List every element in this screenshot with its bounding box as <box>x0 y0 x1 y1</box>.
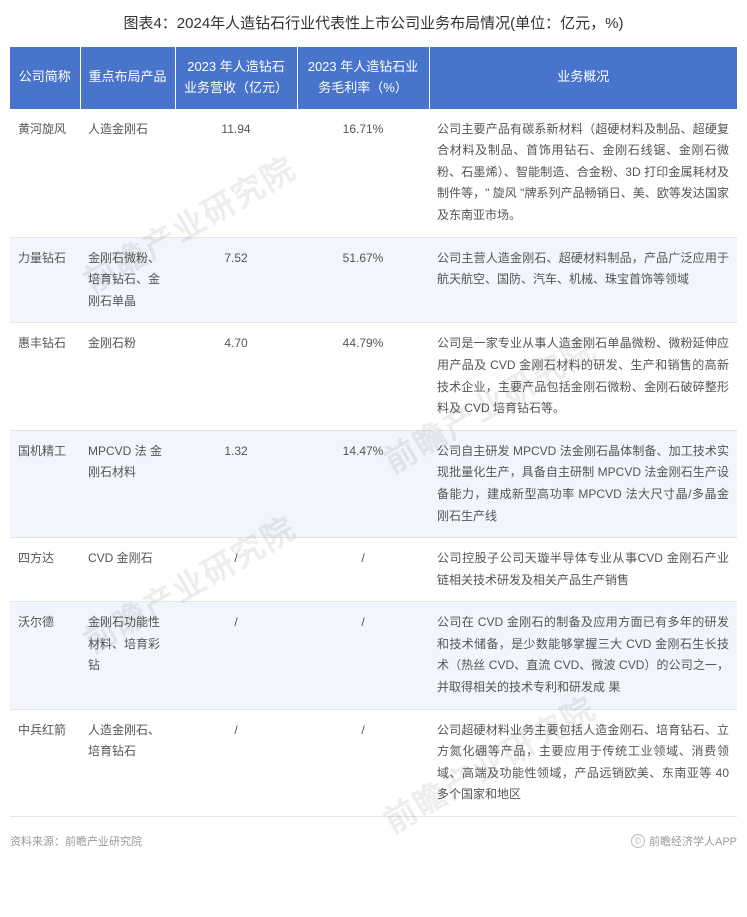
cell-revenue: / <box>175 709 297 816</box>
cell-product: 金刚石功能性材料、培育彩钻 <box>80 602 175 709</box>
col-header-revenue: 2023 年人造钻石业务营收（亿元） <box>175 47 297 109</box>
cell-company: 沃尔德 <box>10 602 80 709</box>
cell-product: 金刚石微粉、培育钻石、金刚石单晶 <box>80 237 175 323</box>
cell-margin: 14.47% <box>297 430 429 537</box>
table-row: 沃尔德金刚石功能性材料、培育彩钻//公司在 CVD 金刚石的制备及应用方面已有多… <box>10 602 737 709</box>
footer: 资料来源：前瞻产业研究院 © 前瞻经济学人APP <box>0 825 747 855</box>
copyright-text: 前瞻经济学人APP <box>649 833 737 849</box>
cell-product: 人造金刚石 <box>80 109 175 237</box>
cell-product: CVD 金刚石 <box>80 538 175 602</box>
cell-company: 力量钻石 <box>10 237 80 323</box>
table-row: 中兵红箭人造金刚石、培育钻石//公司超硬材料业务主要包括人造金刚石、培育钻石、立… <box>10 709 737 816</box>
cell-company: 四方达 <box>10 538 80 602</box>
cell-company: 惠丰钻石 <box>10 323 80 430</box>
cell-overview: 公司主营人造金刚石、超硬材料制品，产品广泛应用于航天航空、国防、汽车、机械、珠宝… <box>429 237 737 323</box>
cell-revenue: / <box>175 602 297 709</box>
table-row: 力量钻石金刚石微粉、培育钻石、金刚石单晶7.5251.67%公司主营人造金刚石、… <box>10 237 737 323</box>
cell-overview: 公司控股子公司天璇半导体专业从事CVD 金刚石产业链相关技术研发及相关产品生产销… <box>429 538 737 602</box>
cell-revenue: / <box>175 538 297 602</box>
table-header-row: 公司简称 重点布局产品 2023 年人造钻石业务营收（亿元） 2023 年人造钻… <box>10 47 737 109</box>
table-row: 惠丰钻石金刚石粉4.7044.79%公司是一家专业从事人造金刚石单晶微粉、微粉延… <box>10 323 737 430</box>
cell-revenue: 1.32 <box>175 430 297 537</box>
cell-company: 黄河旋风 <box>10 109 80 237</box>
cell-margin: 44.79% <box>297 323 429 430</box>
table-row: 四方达CVD 金刚石//公司控股子公司天璇半导体专业从事CVD 金刚石产业链相关… <box>10 538 737 602</box>
cell-revenue: 11.94 <box>175 109 297 237</box>
cell-product: 人造金刚石、培育钻石 <box>80 709 175 816</box>
cell-margin: / <box>297 538 429 602</box>
col-header-overview: 业务概况 <box>429 47 737 109</box>
cell-overview: 公司自主研发 MPCVD 法金刚石晶体制备、加工技术实现批量化生产，具备自主研制… <box>429 430 737 537</box>
cell-product: 金刚石粉 <box>80 323 175 430</box>
cell-overview: 公司是一家专业从事人造金刚石单晶微粉、微粉延伸应用产品及 CVD 金刚石材料的研… <box>429 323 737 430</box>
table-row: 黄河旋风人造金刚石11.9416.71%公司主要产品有碳系新材料（超硬材料及制品… <box>10 109 737 237</box>
cell-company: 国机精工 <box>10 430 80 537</box>
data-table: 公司简称 重点布局产品 2023 年人造钻石业务营收（亿元） 2023 年人造钻… <box>10 47 737 817</box>
copyright-icon: © <box>631 834 645 848</box>
cell-margin: / <box>297 602 429 709</box>
source-label: 资料来源：前瞻产业研究院 <box>10 833 142 849</box>
cell-overview: 公司在 CVD 金刚石的制备及应用方面已有多年的研发和技术储备，是少数能够掌握三… <box>429 602 737 709</box>
table-row: 国机精工MPCVD 法 金刚石材料1.3214.47%公司自主研发 MPCVD … <box>10 430 737 537</box>
cell-revenue: 7.52 <box>175 237 297 323</box>
cell-overview: 公司主要产品有碳系新材料（超硬材料及制品、超硬复合材料及制品、首饰用钻石、金刚石… <box>429 109 737 237</box>
col-header-product: 重点布局产品 <box>80 47 175 109</box>
cell-revenue: 4.70 <box>175 323 297 430</box>
cell-margin: / <box>297 709 429 816</box>
cell-margin: 16.71% <box>297 109 429 237</box>
col-header-margin: 2023 年人造钻石业务毛利率（%） <box>297 47 429 109</box>
cell-margin: 51.67% <box>297 237 429 323</box>
chart-title: 图表4：2024年人造钻石行业代表性上市公司业务布局情况(单位：亿元，%) <box>10 12 737 33</box>
cell-company: 中兵红箭 <box>10 709 80 816</box>
cell-overview: 公司超硬材料业务主要包括人造金刚石、培育钻石、立方氮化硼等产品，主要应用于传统工… <box>429 709 737 816</box>
col-header-company: 公司简称 <box>10 47 80 109</box>
cell-product: MPCVD 法 金刚石材料 <box>80 430 175 537</box>
